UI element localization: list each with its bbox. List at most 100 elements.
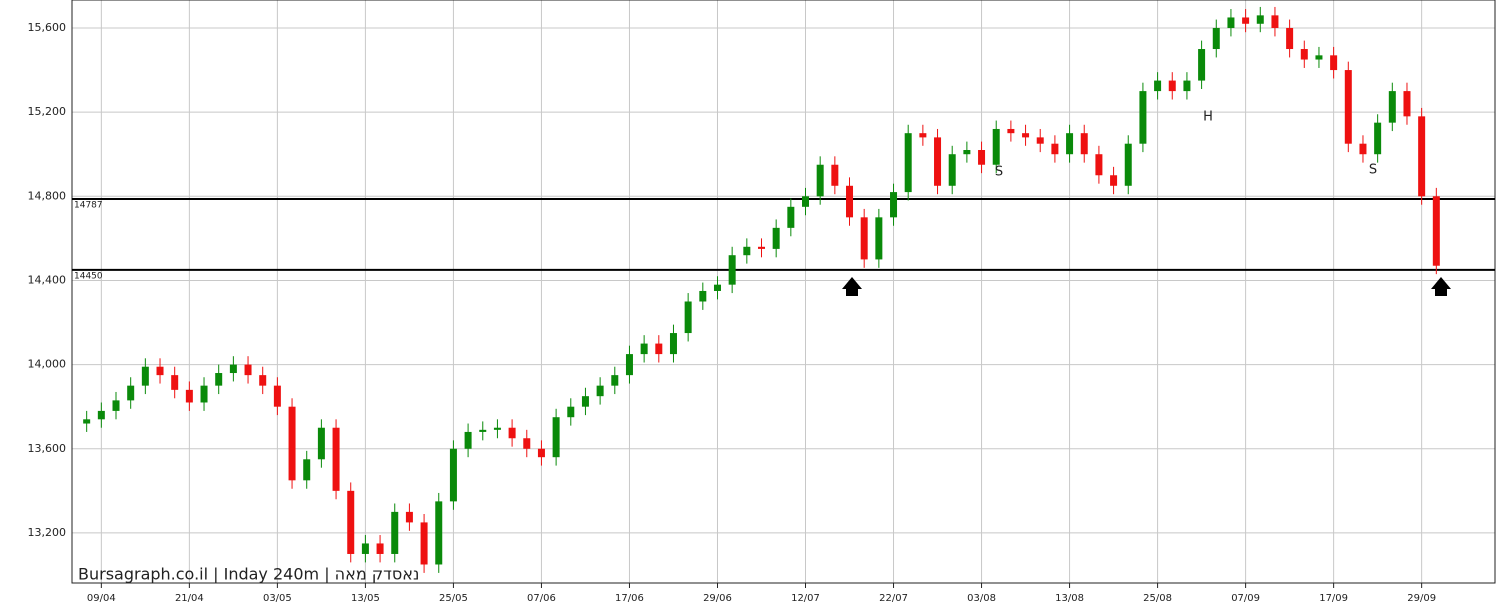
candle-body bbox=[757, 246, 765, 249]
candle-body bbox=[449, 448, 457, 502]
candle-body bbox=[1198, 49, 1206, 81]
candle-body bbox=[934, 137, 942, 186]
candle-body bbox=[1344, 70, 1352, 144]
candle-body bbox=[1095, 154, 1103, 176]
y-tick-label: 14,000 bbox=[28, 358, 67, 371]
candle-body bbox=[1418, 116, 1426, 197]
candle-body bbox=[596, 385, 604, 397]
candle-body bbox=[405, 511, 413, 523]
candle-body bbox=[303, 459, 311, 481]
x-tick-label: 29/06 bbox=[703, 593, 732, 604]
candle-body bbox=[420, 522, 428, 565]
candle-body bbox=[640, 343, 648, 355]
candle-body bbox=[1359, 143, 1367, 155]
candle-body bbox=[244, 364, 252, 376]
candle-body bbox=[259, 375, 267, 386]
candle-body bbox=[1388, 91, 1396, 123]
candle-body bbox=[288, 406, 296, 481]
candle-body bbox=[112, 400, 120, 411]
candle-body bbox=[1036, 137, 1044, 144]
candle-body bbox=[552, 417, 560, 458]
candle-body bbox=[1066, 133, 1074, 155]
x-tick-label: 09/04 bbox=[87, 593, 116, 604]
marks: 13,200 13,600 14,000 14,400 14,800 15,200 15,6… bbox=[28, 6, 1495, 604]
candle-body bbox=[97, 410, 105, 420]
candle-body bbox=[391, 511, 399, 554]
candle-body bbox=[141, 366, 149, 386]
candle-body bbox=[1212, 27, 1220, 50]
candle-body bbox=[185, 389, 193, 403]
candle-body bbox=[743, 246, 751, 256]
candle-body bbox=[772, 227, 780, 249]
candle-body bbox=[948, 154, 956, 186]
candle-body bbox=[978, 150, 986, 165]
x-tick-label: 22/07 bbox=[879, 593, 908, 604]
candle-body bbox=[317, 427, 325, 460]
y-tick-label: 14,800 bbox=[28, 189, 67, 202]
candle-body bbox=[1139, 91, 1147, 144]
candle-body bbox=[1110, 175, 1118, 186]
x-tick-label: 07/09 bbox=[1231, 593, 1260, 604]
candle-body bbox=[156, 366, 164, 376]
y-tick-label: 14,400 bbox=[28, 273, 67, 286]
candle-body bbox=[1154, 80, 1162, 92]
candle-body bbox=[846, 185, 854, 218]
candle-body bbox=[1374, 122, 1382, 155]
plot-frame bbox=[71, 0, 1496, 584]
candle-body bbox=[171, 375, 179, 390]
candle-body bbox=[992, 128, 1000, 165]
candle-body bbox=[860, 217, 868, 260]
candle-body bbox=[625, 354, 633, 376]
candle-body bbox=[127, 385, 135, 401]
candle-body bbox=[215, 373, 223, 386]
watermark: Bursagraph.co.il | Inday 240m | נאסדק מא… bbox=[78, 565, 419, 584]
candle-body bbox=[816, 164, 824, 197]
candle-body bbox=[1242, 17, 1250, 24]
candle-body bbox=[1403, 91, 1411, 117]
y-tick-label: 15,600 bbox=[28, 21, 67, 34]
y-tick-label: 13,200 bbox=[28, 526, 67, 539]
arrow bbox=[1431, 277, 1451, 296]
candle-body bbox=[1183, 80, 1191, 92]
candle-body bbox=[1432, 196, 1440, 266]
candle-body bbox=[1256, 15, 1264, 24]
candle-body bbox=[1315, 55, 1323, 60]
x-tick-label: 17/09 bbox=[1319, 593, 1348, 604]
candle-body bbox=[332, 427, 340, 491]
candle-body bbox=[1168, 80, 1176, 92]
annotation: H bbox=[1203, 110, 1213, 125]
x-tick-label: 13/08 bbox=[1055, 593, 1084, 604]
level-label: 14787 bbox=[74, 201, 103, 211]
candle-body bbox=[963, 150, 971, 155]
x-tick-label: 29/09 bbox=[1407, 593, 1436, 604]
candle-body bbox=[347, 490, 355, 554]
candle-body bbox=[200, 385, 208, 403]
candle-body bbox=[684, 301, 692, 334]
y-tick-label: 15,200 bbox=[28, 105, 67, 118]
arrow bbox=[842, 277, 862, 296]
candle-body bbox=[787, 206, 795, 228]
candle-body bbox=[464, 431, 472, 449]
candle-body bbox=[1022, 133, 1030, 138]
candle-body bbox=[669, 333, 677, 355]
candle-body bbox=[435, 501, 443, 565]
candle-body bbox=[493, 427, 501, 430]
candle-body bbox=[655, 343, 663, 355]
candle-body bbox=[1271, 15, 1279, 28]
candle-body bbox=[1300, 49, 1308, 60]
candle-body bbox=[1007, 128, 1015, 134]
candle-body bbox=[904, 133, 912, 193]
x-tick-label: 17/06 bbox=[615, 593, 644, 604]
x-tick-label: 03/08 bbox=[967, 593, 996, 604]
candle-body bbox=[699, 290, 707, 302]
level-label: 14450 bbox=[74, 271, 103, 281]
x-tick-label: 25/08 bbox=[1143, 593, 1172, 604]
x-tick-label: 12/07 bbox=[791, 593, 820, 604]
candle-body bbox=[567, 406, 575, 418]
candle-body bbox=[1080, 133, 1088, 155]
x-tick-label: 21/04 bbox=[175, 593, 204, 604]
annotation: S bbox=[995, 165, 1003, 180]
candle-body bbox=[376, 543, 384, 554]
candle-body bbox=[479, 429, 487, 432]
